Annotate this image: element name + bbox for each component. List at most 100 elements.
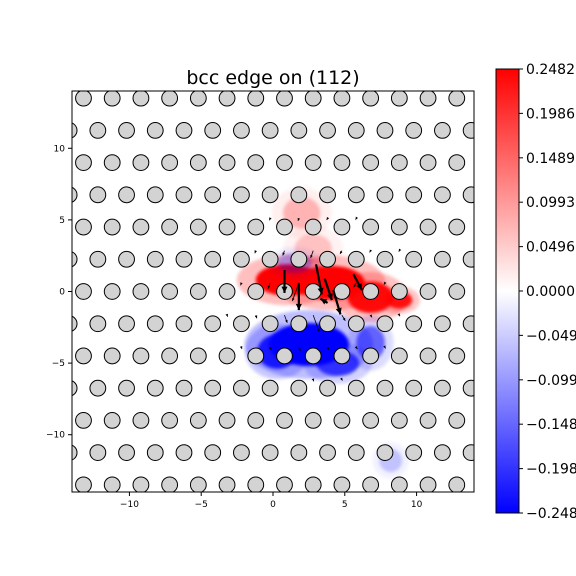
atom [161, 154, 179, 172]
atom [390, 283, 408, 300]
atom [290, 250, 308, 268]
atom [189, 218, 207, 236]
atom [448, 91, 466, 107]
atom [132, 347, 150, 365]
atom [333, 154, 351, 172]
displacement-arrow [369, 249, 373, 253]
atom [478, 155, 494, 171]
atom [247, 91, 265, 107]
atom [362, 347, 380, 365]
atom [175, 444, 193, 462]
atom [118, 315, 135, 333]
chart-title: bcc edge on (112) [186, 67, 359, 89]
atom [146, 121, 164, 139]
atom [103, 476, 121, 492]
atom [347, 186, 365, 204]
x-tick-label: −5 [195, 500, 208, 510]
atom [462, 379, 474, 397]
atom [347, 121, 365, 139]
displacement-arrow [268, 346, 272, 351]
displacement-arrows [225, 216, 402, 382]
atom [276, 218, 293, 236]
colorbar: 0.2482 0.1986 0.1489 0.0993 0.0496 0.0000 −0.0… [495, 62, 576, 522]
atom [189, 411, 207, 429]
displacement-arrow [282, 250, 285, 256]
atom [75, 347, 92, 365]
atom [478, 90, 494, 106]
displacement-arrow [254, 250, 257, 254]
atom [319, 186, 336, 204]
atom [390, 347, 408, 365]
atom [405, 444, 423, 462]
atom [405, 379, 423, 397]
atom [247, 347, 265, 365]
atom [89, 444, 107, 462]
atom [72, 444, 78, 461]
displacement-arrow [326, 216, 330, 221]
atom [261, 379, 279, 397]
colorbar-tick-label: 0.0993 [526, 195, 575, 211]
colorbar-gradient [496, 69, 519, 513]
atom [204, 315, 222, 333]
atom [218, 91, 236, 107]
displacement-arrow [239, 345, 243, 350]
displacement-arrow [298, 347, 301, 352]
y-tick-label: 5 [59, 216, 65, 226]
atom [448, 347, 466, 365]
atom [319, 379, 336, 397]
displacement-arrow [341, 314, 346, 321]
atom [218, 347, 236, 365]
atom [478, 348, 494, 364]
atom [75, 476, 92, 492]
atom [478, 477, 494, 493]
colorbar-tick-label: 0.2482 [526, 62, 575, 78]
atom [233, 379, 250, 397]
atom [75, 411, 92, 429]
atom [434, 379, 451, 397]
colorbar-tick-label: −0.198 [526, 462, 576, 478]
colorbar-tick-label: −0.099 [526, 373, 576, 389]
atom [72, 315, 78, 332]
atom [362, 154, 380, 172]
colorbar-tick-label: 0.0496 [526, 240, 575, 256]
atom [189, 283, 207, 300]
atom [448, 218, 466, 236]
x-tick-label: 10 [411, 500, 423, 510]
atom [319, 444, 336, 462]
atom [189, 91, 207, 107]
atom [233, 315, 250, 333]
atom [89, 121, 107, 139]
atom [290, 121, 308, 139]
atom [233, 444, 250, 462]
atom [333, 347, 351, 365]
atom [304, 347, 322, 365]
core-displacement-arrow [281, 270, 288, 293]
y-tick-label: −10 [46, 431, 65, 441]
atom [405, 186, 423, 204]
atom [247, 218, 265, 236]
atom [319, 315, 336, 333]
atom [319, 121, 336, 139]
atom [434, 444, 451, 462]
atom [276, 411, 293, 429]
atom [161, 411, 179, 429]
atom [304, 283, 322, 300]
atom [304, 476, 322, 492]
plot-area: −10 −5 0 5 10 −10 −5 0 5 10 [46, 90, 494, 510]
atom [261, 250, 279, 268]
atom [290, 379, 308, 397]
atom [376, 250, 394, 268]
atom [434, 186, 451, 204]
atom [376, 315, 394, 333]
displacement-arrow [312, 314, 320, 332]
atom [204, 121, 222, 139]
colorbar-tick-label: −0.049 [526, 328, 576, 344]
atom [72, 186, 78, 203]
atom [276, 476, 293, 492]
atom [72, 251, 78, 268]
atom [204, 379, 222, 397]
atom [132, 154, 150, 172]
atom [478, 219, 494, 235]
atom [405, 121, 423, 139]
